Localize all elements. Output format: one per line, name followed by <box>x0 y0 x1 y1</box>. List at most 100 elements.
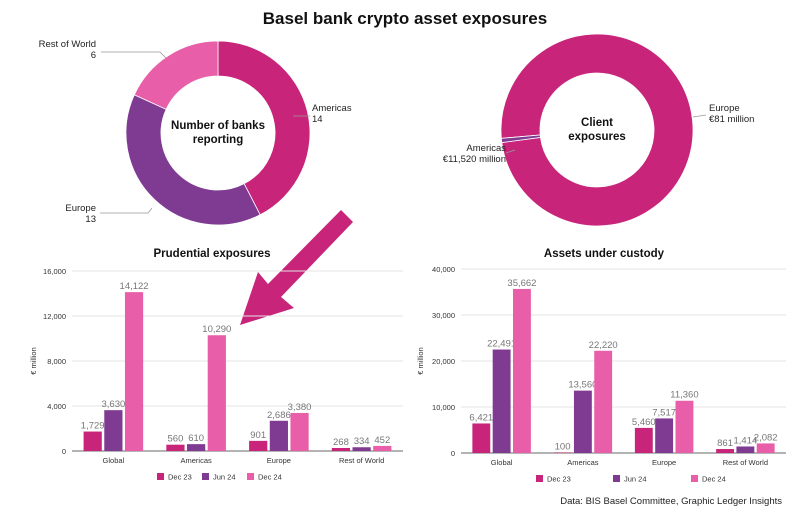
bar-dec-24 <box>124 292 144 451</box>
bar-jun-24 <box>104 410 123 451</box>
bar-jun-24 <box>187 444 206 451</box>
donut-slice-europe <box>500 134 541 144</box>
legend-swatch <box>691 475 698 482</box>
slice-value: 14 <box>312 114 323 125</box>
x-tick-label: Europe <box>652 458 676 467</box>
bar-dec-24 <box>594 350 613 453</box>
y-axis-label: € million <box>29 347 38 375</box>
source-note: Data: BIS Basel Committee, Graphic Ledge… <box>560 496 782 507</box>
legend-label: Dec 24 <box>702 475 726 484</box>
y-tick-label: 12,000 <box>43 312 66 321</box>
data-label: 100 <box>555 442 571 453</box>
y-tick-label: 20,000 <box>432 357 455 366</box>
legend-label: Dec 24 <box>258 473 282 482</box>
bar-dec-24 <box>373 445 392 451</box>
legend-label: Dec 23 <box>547 475 571 484</box>
bar-dec-23 <box>83 431 102 451</box>
x-tick-label: Global <box>491 458 513 467</box>
bar-jun-24 <box>736 446 755 453</box>
bar-jun-24 <box>492 349 511 453</box>
data-label: 3,380 <box>288 402 312 413</box>
data-label: 861 <box>717 438 733 449</box>
chart-title: Assets under custody <box>544 248 665 260</box>
y-tick-label: 10,000 <box>432 403 455 412</box>
data-label: 6,421 <box>469 412 493 423</box>
y-axis-label: € million <box>416 347 425 375</box>
slice-value: 13 <box>85 214 96 225</box>
legend-label: Jun 24 <box>213 473 236 482</box>
donut-center-title: Number of banks reporting <box>171 120 265 146</box>
slice-value: €11,520 million <box>443 154 506 165</box>
slice-label: Rest of World <box>39 39 96 50</box>
data-label: 22,491 <box>487 339 516 350</box>
data-label: 22,220 <box>589 340 618 351</box>
donut-chart-1: Americas€11,520 million Europe€81 million… <box>443 33 754 227</box>
bar-dec-24 <box>513 288 531 453</box>
bar-dec-23 <box>634 427 653 453</box>
x-tick-label: Rest of World <box>339 456 384 465</box>
legend-swatch <box>613 475 620 482</box>
donut-slice-rest-of-world <box>133 40 219 110</box>
bar-dec-23 <box>716 449 734 453</box>
bar-chart-2: Prudential exposures 0 4,000 8,000 12,000 16,… <box>29 248 403 482</box>
data-label: 7,517 <box>652 407 676 418</box>
legend-label: Dec 23 <box>168 473 192 482</box>
chart-title: Prudential exposures <box>154 248 271 260</box>
bar-jun-24 <box>573 390 592 453</box>
bar-dec-23 <box>553 452 572 454</box>
slice-label: Americas <box>312 103 352 114</box>
y-tick-label: 30,000 <box>432 311 455 320</box>
data-label: 3,630 <box>101 399 125 410</box>
bar-jun-24 <box>352 447 371 451</box>
slice-label: Europe <box>709 103 740 114</box>
bar-dec-23 <box>331 447 351 451</box>
legend-label: Jun 24 <box>624 475 647 484</box>
bar-chart-3: Assets under custody 0 10,000 20,000 30,000 4… <box>416 248 786 484</box>
x-tick-label: Rest of World <box>723 458 768 467</box>
y-tick-label: 4,000 <box>47 402 66 411</box>
data-label: 334 <box>354 436 370 447</box>
legend-swatch <box>202 473 209 480</box>
callout-line <box>692 114 707 118</box>
data-label: 10,290 <box>202 324 231 335</box>
x-tick-label: Global <box>103 456 125 465</box>
y-tick-label: 0 <box>62 447 66 456</box>
data-label: 35,662 <box>507 278 536 289</box>
slice-value: 6 <box>91 50 96 61</box>
data-label: 1,414 <box>733 435 757 446</box>
data-label: 2,686 <box>267 410 291 421</box>
donut-slice-europe <box>125 94 261 226</box>
data-label: 452 <box>374 435 390 446</box>
bar-dec-24 <box>756 443 775 453</box>
y-tick-label: 16,000 <box>43 267 66 276</box>
x-tick-label: Americas <box>180 456 212 465</box>
data-label: 901 <box>250 430 266 441</box>
data-label: 2,082 <box>754 432 778 443</box>
bar-jun-24 <box>269 420 288 451</box>
x-tick-label: Europe <box>267 456 291 465</box>
donut-slice-americas <box>500 33 694 227</box>
data-label: 1,729 <box>81 421 105 432</box>
legend-swatch <box>536 475 543 482</box>
slice-value: €81 million <box>709 114 754 125</box>
bar-dec-23 <box>249 440 268 451</box>
data-label: 560 <box>168 434 184 445</box>
data-label: 14,122 <box>120 281 149 292</box>
arrow-icon <box>240 210 353 325</box>
infographic-title: Basel bank crypto asset exposures <box>262 9 548 28</box>
bar-jun-24 <box>655 418 674 453</box>
slice-label: Americas <box>466 143 506 154</box>
data-label: 610 <box>188 433 204 444</box>
data-label: 11,360 <box>670 390 698 401</box>
legend-swatch <box>247 473 254 480</box>
slice-label: Europe <box>65 203 96 214</box>
y-tick-label: 8,000 <box>47 357 66 366</box>
y-tick-label: 40,000 <box>432 265 455 274</box>
data-label: 5,460 <box>632 417 656 428</box>
callout-line <box>101 51 167 59</box>
donut-slice-americas <box>217 40 311 216</box>
callout-line <box>505 149 516 154</box>
bar-dec-23 <box>166 444 185 451</box>
